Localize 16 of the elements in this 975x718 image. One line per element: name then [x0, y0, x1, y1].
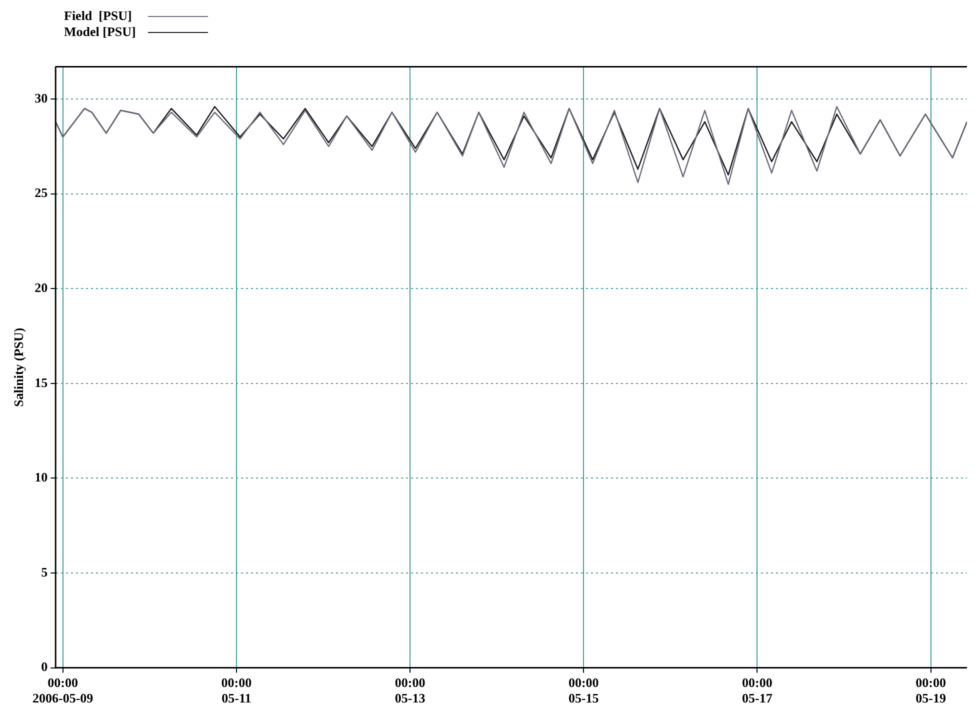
x-tick-label: 00:00 05-13	[394, 674, 426, 706]
y-axis-title: Salinity (PSU)	[11, 328, 26, 407]
y-tick-label: 0	[41, 659, 48, 674]
y-tick-label: 10	[34, 470, 48, 485]
y-tick-label: 30	[34, 90, 48, 106]
y-tick-label: 25	[34, 185, 48, 200]
x-tick-label: 00:00 05-11	[221, 674, 252, 706]
x-tick-label: 00:00 2006-05-09	[32, 674, 94, 706]
y-tick-label: 5	[41, 564, 48, 580]
x-tick-label: 00:00 05-19	[916, 674, 946, 706]
legend-label: Field [PSU]	[64, 8, 133, 24]
y-tick-label: 15	[34, 374, 48, 390]
legend-label: Model [PSU]	[64, 24, 136, 40]
y-tick-label: 20	[34, 280, 48, 295]
x-tick-label: 00:00 05-17	[742, 674, 773, 706]
x-tick-label: 00:00 05-15	[568, 674, 600, 706]
